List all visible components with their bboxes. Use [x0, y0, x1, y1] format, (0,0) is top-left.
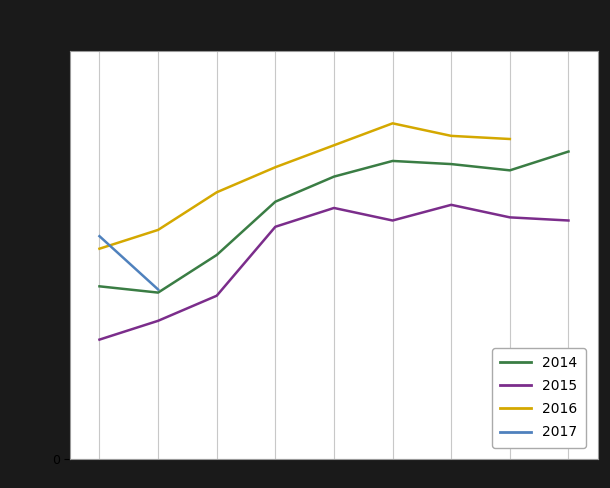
2015: [565, 218, 572, 224]
2014: [213, 252, 220, 258]
2015: [213, 293, 220, 299]
2015: [389, 218, 396, 224]
2016: [389, 121, 396, 126]
2015: [331, 205, 338, 211]
2014: [389, 158, 396, 164]
2014: [154, 290, 162, 296]
2017: [96, 233, 103, 239]
Line: 2016: 2016: [99, 123, 510, 249]
2014: [271, 199, 279, 204]
Line: 2017: 2017: [99, 236, 158, 289]
2014: [565, 149, 572, 155]
2016: [96, 246, 103, 252]
2015: [448, 202, 455, 208]
2014: [448, 161, 455, 167]
2014: [506, 167, 514, 173]
2016: [506, 136, 514, 142]
2014: [96, 284, 103, 289]
2016: [154, 227, 162, 233]
2015: [506, 214, 514, 220]
2016: [331, 142, 338, 148]
2015: [154, 318, 162, 324]
Legend: 2014, 2015, 2016, 2017: 2014, 2015, 2016, 2017: [492, 348, 586, 447]
2016: [271, 164, 279, 170]
2016: [213, 189, 220, 195]
2015: [271, 224, 279, 230]
Line: 2015: 2015: [99, 205, 569, 340]
2014: [331, 174, 338, 180]
2016: [448, 133, 455, 139]
Line: 2014: 2014: [99, 152, 569, 293]
2015: [96, 337, 103, 343]
2017: [154, 286, 162, 292]
